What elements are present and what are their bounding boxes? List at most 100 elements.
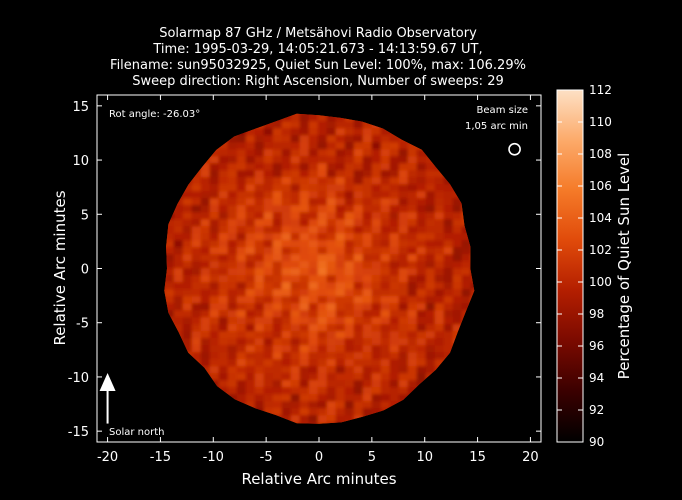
disk-cell — [218, 142, 229, 150]
disk-cell — [344, 415, 355, 423]
disk-cell — [425, 198, 436, 206]
disk-cell — [389, 345, 400, 353]
disk-cell — [290, 317, 301, 325]
disk-cell — [371, 163, 382, 171]
disk-cell — [452, 289, 463, 297]
disk-cell — [164, 233, 175, 241]
disk-cell — [281, 366, 292, 374]
disk-cell — [362, 121, 373, 129]
disk-cell — [389, 149, 400, 157]
disk-cell — [380, 198, 391, 206]
disk-cell — [317, 170, 328, 178]
disk-cell — [191, 212, 202, 220]
disk-cell — [452, 303, 463, 311]
disk-cell — [182, 275, 193, 283]
disk-cell — [425, 268, 436, 276]
disk-cell — [335, 394, 346, 402]
disk-cell — [353, 226, 364, 234]
disk-cell — [407, 352, 418, 360]
disk-cell — [380, 373, 391, 381]
disk-cell — [470, 282, 475, 290]
x-tick-label: -10 — [203, 450, 224, 465]
disk-cell — [362, 170, 373, 178]
disk-cell — [299, 380, 310, 388]
disk-cell — [191, 184, 202, 192]
disk-cell — [191, 275, 202, 283]
disk-cell — [326, 247, 337, 255]
disk-cell — [371, 198, 382, 206]
disk-cell — [272, 184, 283, 192]
disk-cell — [263, 184, 274, 192]
disk-cell — [452, 317, 463, 325]
disk-cell — [443, 212, 454, 220]
disk-cell — [425, 359, 436, 367]
disk-cell — [326, 128, 337, 136]
disk-cell — [362, 380, 373, 388]
disk-cell — [407, 324, 418, 332]
disk-cell — [254, 380, 265, 388]
disk-cell — [191, 240, 202, 248]
disk-cell — [272, 128, 283, 136]
colorbar-tick-label: 92 — [589, 403, 604, 417]
disk-cell — [335, 387, 346, 395]
disk-cell — [299, 240, 310, 248]
disk-cell — [236, 310, 247, 318]
disk-cell — [308, 415, 319, 423]
disk-cell — [254, 317, 265, 325]
disk-cell — [335, 240, 346, 248]
disk-cell — [299, 415, 310, 423]
disk-cell — [389, 219, 400, 227]
disk-cell — [389, 310, 400, 318]
disk-cell — [218, 359, 229, 367]
disk-cell — [416, 163, 427, 171]
disk-cell — [254, 282, 265, 290]
disk-cell — [371, 149, 382, 157]
disk-cell — [164, 282, 175, 290]
disk-cell — [290, 226, 301, 234]
chart-title-line-1: Solarmap 87 GHz / Metsähovi Radio Observ… — [159, 26, 477, 41]
disk-cell — [326, 289, 337, 297]
disk-cell — [290, 296, 301, 304]
disk-cell — [380, 254, 391, 262]
disk-cell — [425, 303, 436, 311]
disk-cell — [326, 121, 337, 129]
disk-cell — [362, 149, 373, 157]
disk-cell — [461, 275, 472, 283]
disk-cell — [200, 317, 211, 325]
disk-cell — [182, 233, 193, 241]
disk-cell — [281, 380, 292, 388]
disk-cell — [371, 268, 382, 276]
disk-cell — [443, 345, 454, 353]
disk-cell — [335, 163, 346, 171]
disk-cell — [308, 359, 319, 367]
disk-cell — [290, 324, 301, 332]
disk-cell — [209, 303, 220, 311]
disk-cell — [407, 289, 418, 297]
disk-cell — [245, 345, 256, 353]
disk-cell — [245, 275, 256, 283]
disk-cell — [389, 233, 400, 241]
disk-cell — [389, 338, 400, 346]
disk-cell — [281, 310, 292, 318]
disk-cell — [299, 303, 310, 311]
disk-cell — [191, 317, 202, 325]
disk-cell — [335, 142, 346, 150]
disk-cell — [308, 303, 319, 311]
disk-cell — [200, 240, 211, 248]
disk-cell — [299, 198, 310, 206]
disk-cell — [335, 156, 346, 164]
colorbar-tick-label: 110 — [589, 115, 612, 129]
disk-cell — [317, 212, 328, 220]
x-axis-label: Relative Arc minutes — [241, 470, 396, 488]
disk-cell — [200, 233, 211, 241]
disk-cell — [407, 212, 418, 220]
disk-cell — [299, 254, 310, 262]
disk-cell — [452, 282, 463, 290]
disk-cell — [362, 191, 373, 199]
disk-cell — [353, 184, 364, 192]
disk-cell — [371, 373, 382, 381]
disk-cell — [380, 352, 391, 360]
disk-cell — [344, 408, 355, 416]
disk-cell — [236, 303, 247, 311]
